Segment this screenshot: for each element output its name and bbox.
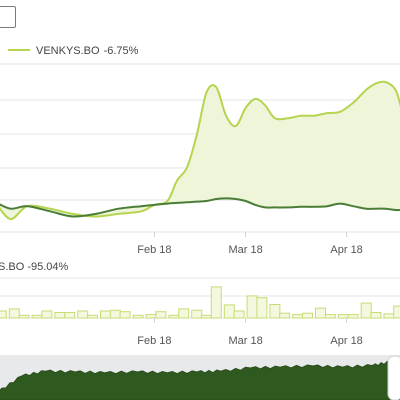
bar-26	[292, 314, 304, 319]
bar-23	[256, 297, 268, 319]
bar-series-label: S.BO -95.04%	[0, 261, 69, 273]
bar-29	[324, 314, 336, 319]
bar-21	[233, 310, 245, 319]
navigator-area[interactable]	[0, 360, 400, 400]
bar-33	[370, 312, 382, 319]
legend-series-name: VENKYS.BO	[36, 45, 100, 57]
bar-11	[119, 311, 131, 319]
bar-18	[201, 314, 212, 319]
menu-button[interactable]	[0, 6, 16, 28]
bar-8	[87, 314, 98, 319]
venkys-line	[0, 80, 400, 221]
main-x-tick-label-2: Apr 18	[330, 244, 362, 256]
bar-17	[191, 309, 203, 319]
navigator-handle-right[interactable]	[387, 355, 400, 400]
bar-32	[360, 302, 372, 319]
bar-34	[383, 313, 395, 319]
bar-28	[315, 307, 326, 319]
bar-2	[18, 314, 30, 319]
bar-14	[155, 311, 167, 319]
bar-13	[145, 314, 157, 319]
bar-1	[8, 308, 20, 319]
bar-16	[178, 308, 190, 319]
main-x-tick-label-0: Feb 18	[137, 244, 171, 256]
bar-12	[132, 314, 144, 319]
legend-series-change: -6.75%	[104, 45, 139, 57]
secondary-line	[0, 197, 400, 218]
bar-5	[54, 312, 66, 319]
legend[interactable]: VENKYS.BO -6.75%	[8, 45, 139, 57]
bar-25	[279, 312, 291, 319]
bar-31	[347, 314, 359, 319]
bar-7	[77, 310, 89, 319]
bar-x-tick-label-2: Apr 18	[330, 335, 362, 347]
bar-3	[31, 314, 43, 319]
main-x-axis: Feb 18 Mar 18 Apr 18	[137, 232, 363, 256]
bar-30	[337, 314, 349, 319]
main-x-tick-label-1: Mar 18	[228, 244, 262, 256]
bar-4	[41, 310, 53, 319]
bar-x-axis: Feb 18 Mar 18 Apr 18	[137, 318, 363, 347]
bar-6	[64, 312, 76, 319]
bar-9	[100, 310, 111, 319]
bar-24	[269, 304, 281, 319]
bar-15	[168, 314, 180, 319]
legend-label-venkys: VENKYS.BO -6.75%	[36, 45, 139, 57]
bar-10	[109, 309, 121, 319]
bar-x-tick-label-0: Feb 18	[137, 335, 171, 347]
venkys-area	[0, 81, 400, 220]
bars	[0, 286, 400, 319]
bar-20	[223, 304, 235, 319]
bar-35	[393, 305, 400, 319]
bar-22	[246, 295, 258, 319]
bar-0	[0, 310, 7, 319]
bar-19	[210, 286, 222, 319]
bar-x-tick-label-1: Mar 18	[228, 335, 262, 347]
bar-27	[302, 312, 313, 319]
